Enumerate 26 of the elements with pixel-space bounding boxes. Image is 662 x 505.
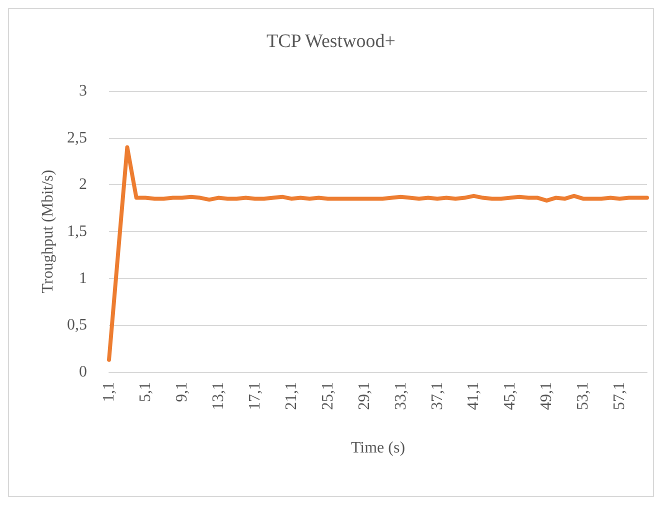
y-tick-label: 3 (79, 82, 87, 100)
x-tick-label: 53,1 (574, 382, 592, 410)
y-tick-label: 2,5 (67, 129, 87, 146)
x-tick-label: 45,1 (502, 382, 519, 410)
line-series (107, 145, 649, 362)
x-tick-label: 41,1 (465, 382, 482, 410)
x-tick-label: 21,1 (282, 382, 300, 410)
chart-title: TCP Westwood+ (266, 31, 396, 52)
y-tick-label: 0,5 (67, 316, 87, 334)
x-tick-label: 25,1 (319, 382, 336, 410)
y-axis-title: Troughput (Mbit/s) (40, 170, 57, 294)
x-tick-label: 29,1 (356, 382, 373, 410)
x-tick-label: 1,1 (100, 382, 118, 402)
x-tick-label: 5,1 (136, 382, 154, 402)
x-tick-label: 37,1 (428, 382, 446, 410)
x-tick-label: 13,1 (210, 382, 227, 410)
y-tick-label: 1 (79, 270, 87, 287)
y-tick-label: 1,5 (67, 223, 87, 240)
y-tick-label: 0 (79, 364, 87, 380)
x-tick-label: 33,1 (392, 382, 410, 410)
y-tick-label: 2 (79, 176, 87, 194)
x-tick-label: 9,1 (173, 382, 190, 402)
x-axis-title: Time (s) (350, 440, 406, 456)
x-tick-label: 49,1 (538, 382, 556, 410)
x-tick-label: 17,1 (246, 382, 264, 410)
x-tick-label: 57,1 (611, 382, 628, 410)
